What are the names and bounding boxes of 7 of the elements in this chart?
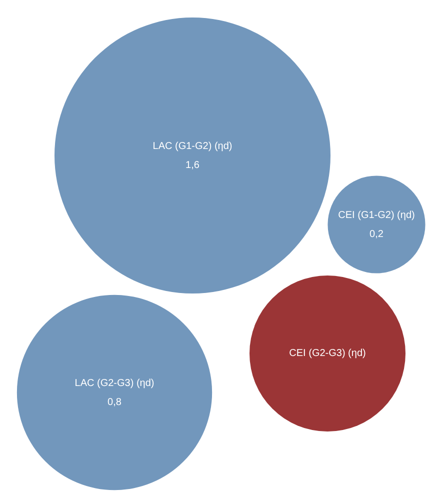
category-label: LAC (G1-G2) (ηd) <box>152 141 232 152</box>
data-label: 0,8 <box>108 397 122 408</box>
category-label: CEI (G2-G3) (ηd) <box>289 348 366 359</box>
data-label: 0,2 <box>370 229 384 240</box>
category-label: CEI (G1-G2) (ηd) <box>338 210 415 221</box>
data-label: 1,6 <box>186 160 200 171</box>
category-label: LAC (G2-G3) (ηd) <box>74 378 154 389</box>
